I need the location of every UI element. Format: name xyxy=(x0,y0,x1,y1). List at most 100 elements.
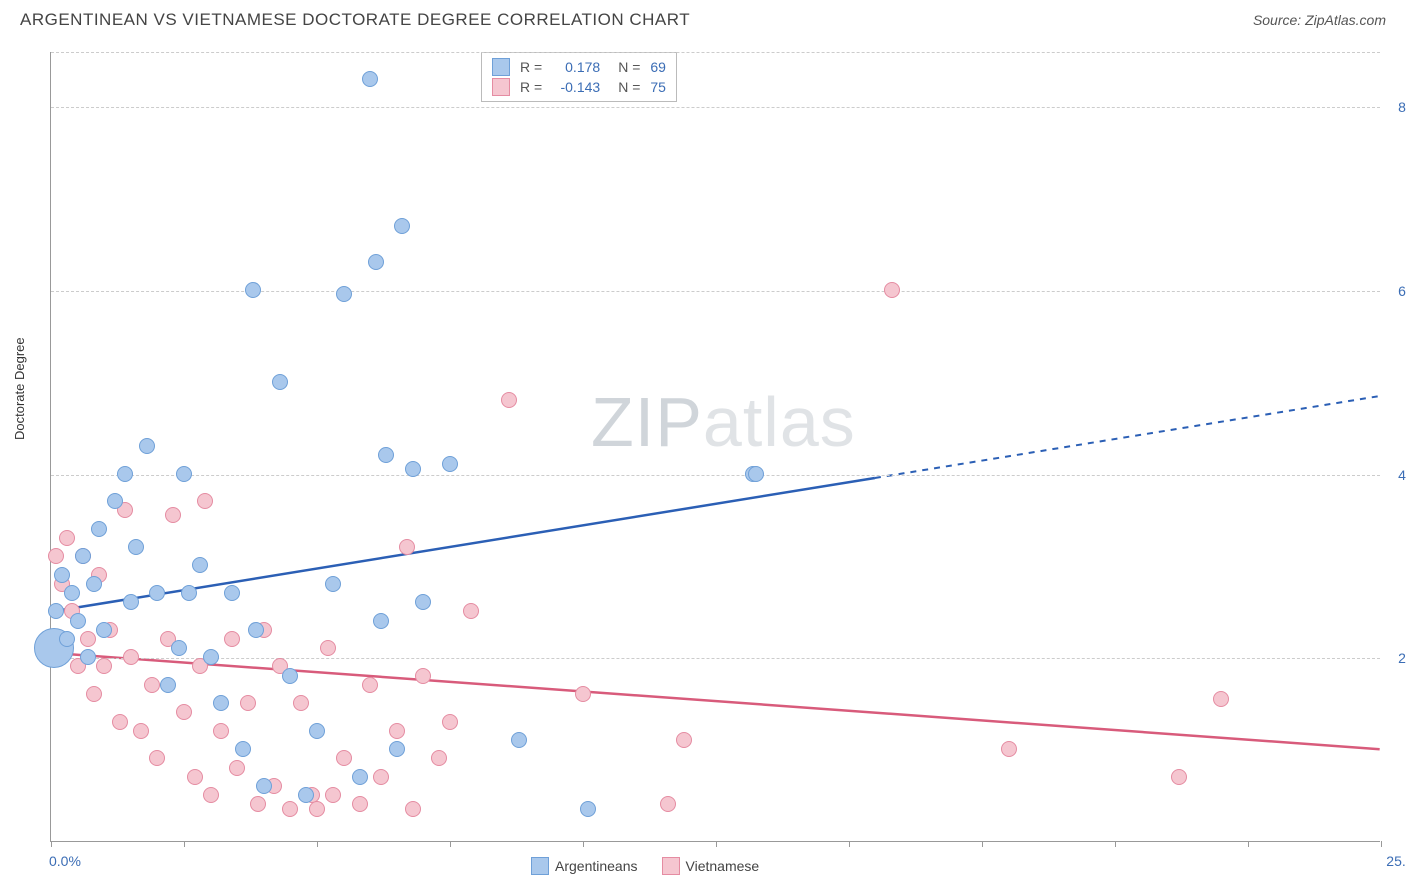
x-tick xyxy=(716,841,717,847)
scatter-point xyxy=(399,539,415,555)
scatter-point xyxy=(96,658,112,674)
correlation-legend-row-argentineans: R = 0.178 N = 69 xyxy=(492,57,666,77)
series-legend: Argentineans Vietnamese xyxy=(531,857,759,875)
scatter-point xyxy=(389,723,405,739)
scatter-point xyxy=(336,750,352,766)
scatter-point xyxy=(405,461,421,477)
scatter-point xyxy=(442,714,458,730)
scatter-point xyxy=(660,796,676,812)
scatter-point xyxy=(309,801,325,817)
gridline-horizontal xyxy=(51,475,1380,476)
n-label: N = xyxy=(618,59,640,75)
scatter-point xyxy=(309,723,325,739)
scatter-point xyxy=(112,714,128,730)
gridline-horizontal xyxy=(51,107,1380,108)
legend-swatch-vietnamese xyxy=(662,857,680,875)
scatter-point xyxy=(373,769,389,785)
r-value-vietnamese: -0.143 xyxy=(550,79,600,95)
series-label-argentineans: Argentineans xyxy=(555,858,638,874)
scatter-point xyxy=(165,507,181,523)
scatter-point xyxy=(123,594,139,610)
scatter-point xyxy=(325,576,341,592)
scatter-point xyxy=(213,723,229,739)
gridline-horizontal xyxy=(51,658,1380,659)
scatter-point xyxy=(80,631,96,647)
scatter-point xyxy=(70,613,86,629)
scatter-point xyxy=(91,521,107,537)
scatter-point xyxy=(75,548,91,564)
scatter-point xyxy=(248,622,264,638)
scatter-point xyxy=(245,282,261,298)
x-tick xyxy=(184,841,185,847)
scatter-point xyxy=(203,649,219,665)
x-tick-label-min: 0.0% xyxy=(49,853,81,869)
scatter-point xyxy=(362,71,378,87)
scatter-point xyxy=(501,392,517,408)
x-tick xyxy=(317,841,318,847)
correlation-legend-row-vietnamese: R = -0.143 N = 75 xyxy=(492,77,666,97)
scatter-point xyxy=(442,456,458,472)
scatter-point xyxy=(272,374,288,390)
scatter-point xyxy=(415,594,431,610)
source-attribution: Source: ZipAtlas.com xyxy=(1253,12,1386,28)
scatter-point xyxy=(352,769,368,785)
scatter-point xyxy=(96,622,112,638)
scatter-point xyxy=(256,778,272,794)
scatter-point xyxy=(394,218,410,234)
r-label: R = xyxy=(520,59,542,75)
chart-title: ARGENTINEAN VS VIETNAMESE DOCTORATE DEGR… xyxy=(20,10,690,30)
scatter-point xyxy=(107,493,123,509)
scatter-point xyxy=(373,613,389,629)
scatter-point xyxy=(325,787,341,803)
legend-swatch-argentineans xyxy=(531,857,549,875)
scatter-point xyxy=(48,603,64,619)
scatter-point xyxy=(431,750,447,766)
series-legend-vietnamese: Vietnamese xyxy=(662,857,760,875)
trendlines-layer xyxy=(51,52,1380,841)
scatter-point xyxy=(203,787,219,803)
scatter-point xyxy=(463,603,479,619)
gridline-horizontal xyxy=(51,52,1380,53)
scatter-point xyxy=(86,576,102,592)
legend-swatch-vietnamese xyxy=(492,78,510,96)
scatter-point xyxy=(187,769,203,785)
scatter-point xyxy=(250,796,266,812)
scatter-point xyxy=(64,585,80,601)
scatter-point xyxy=(144,677,160,693)
scatter-point xyxy=(1001,741,1017,757)
r-label: R = xyxy=(520,79,542,95)
watermark-logo: ZIPatlas xyxy=(591,382,856,462)
scatter-point xyxy=(160,677,176,693)
scatter-point xyxy=(181,585,197,601)
x-tick xyxy=(583,841,584,847)
series-legend-argentineans: Argentineans xyxy=(531,857,638,875)
scatter-point xyxy=(282,668,298,684)
scatter-point xyxy=(235,741,251,757)
scatter-point xyxy=(176,466,192,482)
y-tick-label: 6.0% xyxy=(1382,283,1406,299)
n-value-argentineans: 69 xyxy=(650,59,666,75)
scatter-point xyxy=(293,695,309,711)
chart-plot-area: ZIPatlas R = 0.178 N = 69 R = -0.143 N =… xyxy=(50,52,1380,842)
x-tick-label-max: 25.0% xyxy=(1386,853,1406,869)
scatter-point xyxy=(48,548,64,564)
scatter-point xyxy=(1213,691,1229,707)
scatter-point xyxy=(117,466,133,482)
scatter-point xyxy=(336,286,352,302)
x-tick xyxy=(1381,841,1382,847)
scatter-point xyxy=(1171,769,1187,785)
x-tick xyxy=(849,841,850,847)
scatter-point xyxy=(86,686,102,702)
scatter-point xyxy=(133,723,149,739)
scatter-point xyxy=(224,631,240,647)
scatter-point xyxy=(80,649,96,665)
scatter-point xyxy=(229,760,245,776)
scatter-point xyxy=(298,787,314,803)
scatter-point xyxy=(511,732,527,748)
scatter-point xyxy=(676,732,692,748)
scatter-point xyxy=(352,796,368,812)
scatter-point xyxy=(580,801,596,817)
scatter-point xyxy=(362,677,378,693)
trendline-dashed xyxy=(875,396,1380,478)
scatter-point xyxy=(149,585,165,601)
